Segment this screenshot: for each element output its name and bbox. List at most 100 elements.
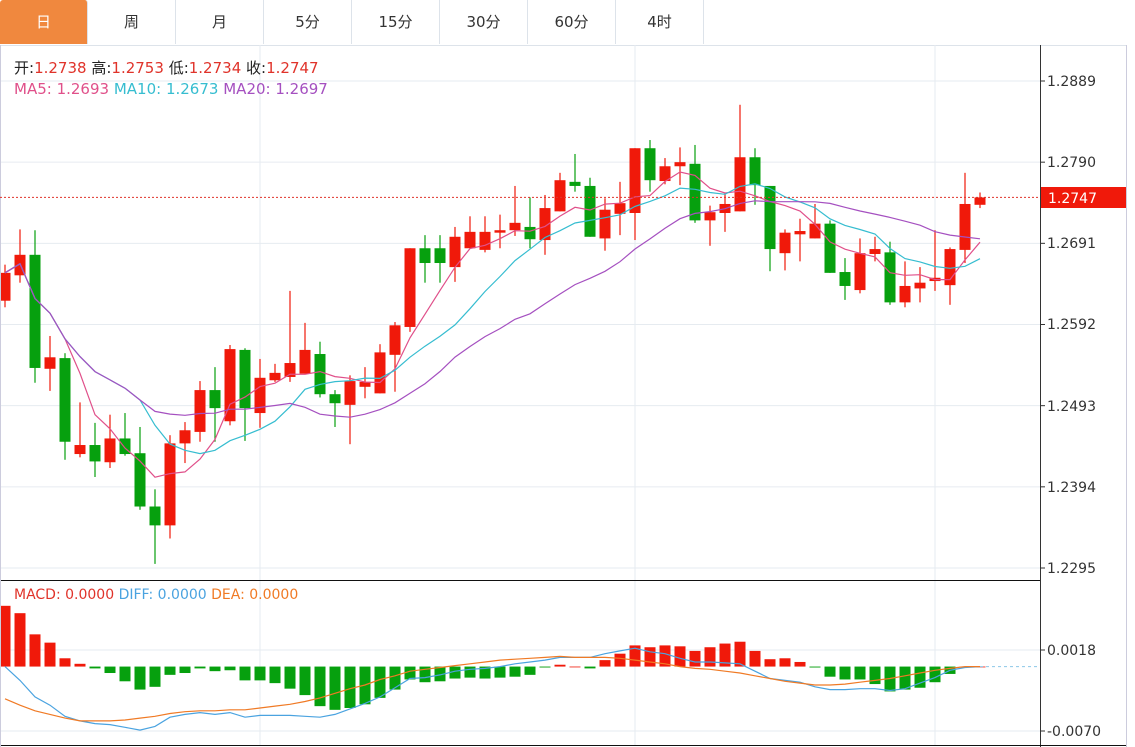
macd-bar [629,645,641,667]
macd-tick-label: 0.0018 [1047,643,1096,659]
candle-down [839,272,851,286]
ma20-legend: MA20: 1.2697 [223,80,328,98]
candle-up [254,377,266,414]
macd-bar [224,666,236,671]
macd-bar [509,666,521,677]
macd-bar [779,658,791,667]
tab-5min[interactable]: 5分 [264,0,352,44]
high-value: 1.2753 [111,59,164,77]
macd-bar [764,659,776,667]
candle-down [434,248,446,264]
candle-up [854,253,866,291]
macd-bar [809,666,821,668]
candle-down [419,248,431,264]
close-label: 收: [246,59,267,77]
macd-bar [239,666,251,681]
tab-day[interactable]: 日 [0,0,88,44]
macd-bar [59,658,71,667]
candle-up [224,349,236,422]
candle-up [674,162,686,167]
macd-bar [614,653,626,667]
low-label: 低: [168,59,189,77]
last-price-label: 1.2747 [1048,191,1097,207]
macd-bar [419,666,431,683]
macd-bar [569,666,581,668]
ma5-legend: MA5: 1.2693 [14,80,110,98]
macd-bar [389,666,401,690]
macd-bar [254,666,266,681]
macd-bar [839,666,851,680]
macd-bar [449,666,461,679]
macd-bar [329,666,341,710]
candle-up [344,381,356,405]
macd-bar [824,666,836,677]
macd-bar [479,666,491,679]
candle-up [194,390,206,432]
candle-down [644,148,656,181]
macd-bar [734,641,746,667]
y-tick-label: 1.2394 [1047,480,1096,496]
candle-down [239,349,251,409]
tab-4hour[interactable]: 4时 [616,0,704,44]
macd-bar [539,666,551,668]
candle-up [464,231,476,249]
macd-bar [29,634,41,667]
macd-bar [89,666,101,669]
candle-up [794,231,806,235]
candle-up [299,349,311,374]
macd-bar [314,666,326,707]
dea-line [4,655,980,722]
candle-down [314,354,326,395]
last-price-badge [1041,187,1126,208]
candle-up [479,231,491,250]
ma-lines [4,171,981,478]
macd-info: MACD: 0.0000 DIFF: 0.0000 DEA: 0.0000 [14,587,298,603]
macd-bar [599,660,611,667]
candle-up [899,285,911,303]
tab-30min[interactable]: 30分 [440,0,528,44]
candle-up [629,148,641,213]
candle-up [269,372,281,381]
macd-bar [269,666,281,684]
candle-down [119,438,131,455]
macd-bar [194,666,206,669]
candle-up [374,352,386,394]
candle-up [944,249,956,286]
candle-down [569,181,581,186]
macd-bar [209,666,221,672]
tab-15min[interactable]: 15分 [352,0,440,44]
candle-down [689,163,701,221]
macd-bar [704,647,716,667]
macd-bar [404,666,416,680]
candle-up [74,445,86,455]
macd-bar [104,666,116,674]
low-value: 1.2734 [188,59,242,77]
macd-bar [674,646,686,667]
candle-up [809,223,821,239]
macd-bar [134,666,146,690]
macd-bar [794,661,806,667]
tab-month[interactable]: 月 [176,0,264,44]
macd-bar [344,666,356,708]
candle-up [494,230,506,233]
ma-info: MA5: 1.2693 MA10: 1.2673 MA20: 1.2697 [14,80,328,98]
candle-up [974,197,986,205]
diff-legend: DIFF: 0.0000 [118,587,207,603]
grid [0,45,1040,745]
macd-bar [284,666,296,689]
ma10-line [4,183,981,455]
candle-up [599,209,611,239]
tab-60min[interactable]: 60分 [528,0,616,44]
candle-up [0,272,11,301]
candle-down [824,223,836,273]
high-label: 高: [91,59,112,77]
candle-up [449,236,461,268]
candle-up [104,438,116,463]
macd-bar [554,664,566,667]
tab-week[interactable]: 周 [88,0,176,44]
candle-down [29,254,41,368]
ma20-line [4,200,981,418]
candle-down [149,506,161,526]
macd-bar [854,666,866,680]
